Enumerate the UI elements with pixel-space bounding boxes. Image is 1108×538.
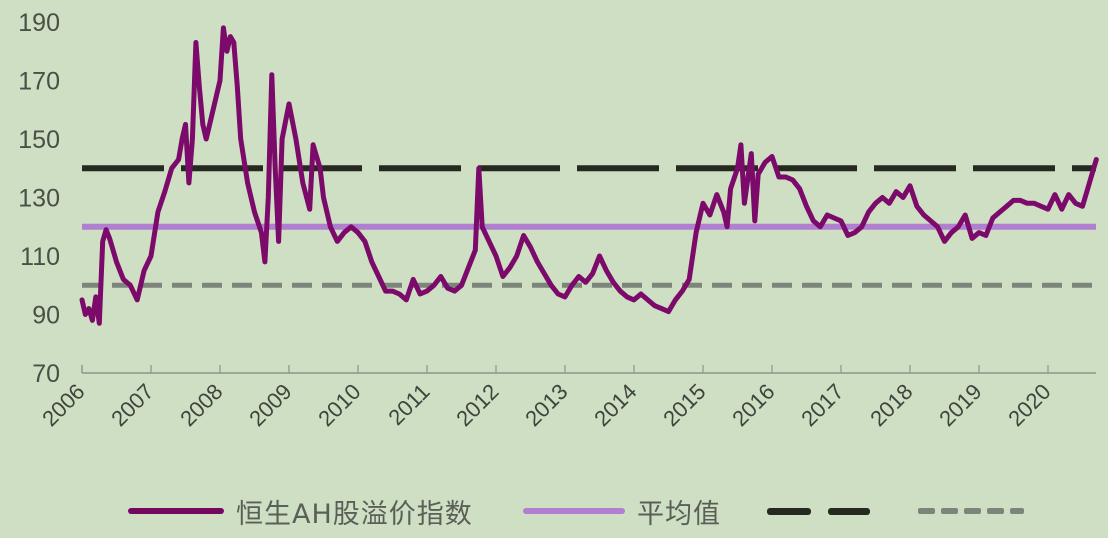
legend-label-ah-index: 恒生AH股溢价指数 xyxy=(236,498,473,530)
x-tick-label: 2012 xyxy=(451,379,503,431)
legend-swatch-lower-band-5 xyxy=(1010,508,1024,514)
x-tick-label: 2009 xyxy=(244,379,296,431)
legend-item-average: 平均值 xyxy=(523,488,721,534)
legend-swatch-lower-band-2 xyxy=(941,508,958,514)
y-tick-label: 130 xyxy=(18,185,60,213)
x-tick-label: 2018 xyxy=(865,379,917,431)
y-tick-label: 90 xyxy=(32,302,60,330)
x-tick-label: 2010 xyxy=(313,379,365,431)
legend-item-upper-band xyxy=(767,488,870,534)
legend-swatch-upper-band xyxy=(767,507,811,515)
x-tick-label: 2007 xyxy=(106,379,158,431)
legend-swatch-lower-band-4 xyxy=(987,508,1004,514)
series-lines xyxy=(79,25,1099,326)
x-tick-label: 2016 xyxy=(727,379,779,431)
x-tick-label: 2017 xyxy=(796,379,848,431)
ah-premium-index-line xyxy=(79,25,1099,326)
x-tick-label: 2015 xyxy=(658,379,710,431)
legend-swatch-average xyxy=(523,508,625,514)
legend-item-ah-index: 恒生AH股溢价指数 xyxy=(128,488,473,534)
y-tick-label: 150 xyxy=(18,126,60,154)
x-axis: 2006 2007 2008 2009 2010 2011 2012 2013 2014 2015… xyxy=(37,365,1096,431)
x-tick-label: 2014 xyxy=(589,379,641,431)
y-axis: 70 90 110 130 150 170 190 xyxy=(18,9,60,388)
legend-swatch-lower-band-3 xyxy=(964,508,981,514)
y-tick-label: 70 xyxy=(32,360,60,388)
x-tick-label: 2011 xyxy=(383,379,434,430)
y-tick-label: 170 xyxy=(18,68,60,96)
x-tick-label: 2008 xyxy=(175,379,227,431)
legend: 恒生AH股溢价指数 平均值 xyxy=(0,488,1108,534)
y-tick-label: 190 xyxy=(18,9,60,37)
legend-label-average: 平均值 xyxy=(637,498,721,530)
legend-item-lower-band xyxy=(918,488,1024,534)
legend-swatch-lower-band xyxy=(918,508,935,514)
y-tick-label: 110 xyxy=(20,243,60,271)
legend-swatch-upper-band-2 xyxy=(828,507,870,515)
legend-swatch-ah-index xyxy=(128,508,224,514)
reference-lines xyxy=(82,165,1096,288)
x-tick-label: 2019 xyxy=(934,379,986,431)
x-tick-label: 2020 xyxy=(1003,379,1055,431)
x-tick-label: 2013 xyxy=(520,379,572,431)
